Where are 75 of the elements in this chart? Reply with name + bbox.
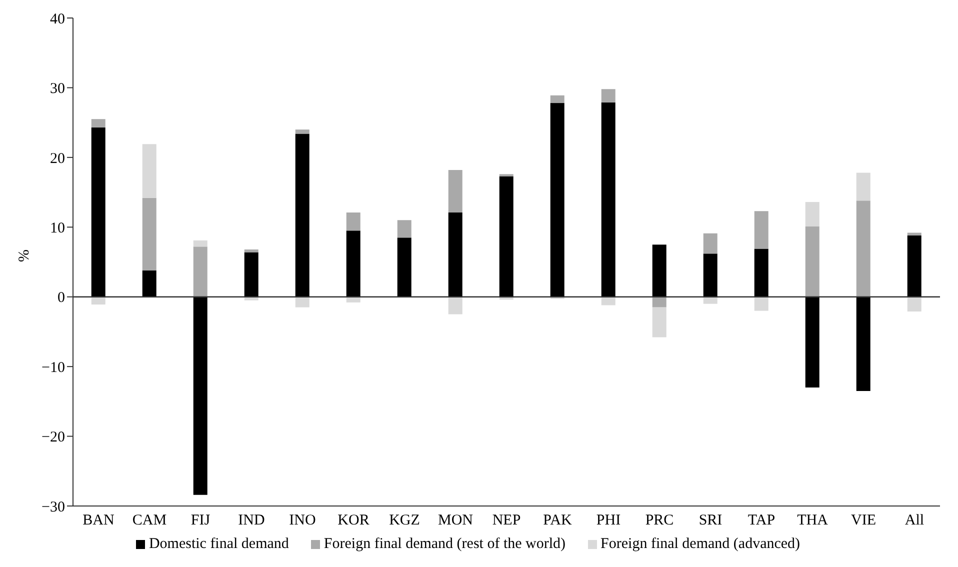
y-tick-label: 40 [50,11,65,28]
bar [448,212,462,297]
bar [91,127,106,297]
bar [703,233,718,254]
bar [499,176,514,297]
bar [601,102,616,297]
bar [550,95,564,104]
bar [601,89,616,102]
bar [346,230,360,297]
bar [754,211,768,249]
bar [142,270,156,297]
bar [193,246,208,297]
y-tick-label: −20 [42,430,65,446]
bar [754,296,768,311]
bar [805,202,820,226]
x-tick-label: SRI [698,512,722,529]
bar [244,249,258,252]
x-tick-label: MON [438,512,474,529]
y-tick-label: −30 [42,499,65,516]
bar [703,296,718,304]
x-tick-label: FIJ [190,512,210,529]
y-axis-title: % [16,250,32,262]
x-tick-label: All [904,512,924,529]
bar [856,296,870,391]
bar [754,248,768,297]
bar [193,240,208,247]
bar [448,296,462,314]
bar [805,226,820,297]
y-tick-label: 0 [58,290,65,306]
bar [601,296,616,306]
bar [295,296,310,308]
legend-label: Domestic final demand [148,536,289,552]
bar [448,170,462,213]
bar [91,119,106,128]
bar [856,172,870,201]
bar [295,130,310,134]
bar [397,220,412,238]
bar [652,296,666,308]
bar [652,244,666,297]
bar [856,200,870,297]
bar [295,134,310,297]
x-tick-label: KGZ [389,512,420,529]
bar [142,144,156,198]
x-tick-label: THA [797,512,828,529]
bar [550,103,564,297]
x-tick-label: PHI [596,512,621,529]
bar [346,296,360,302]
bar [346,212,360,231]
x-tick-label: NEP [492,512,521,529]
legend-label: Foreign final demand (rest of the world) [324,536,566,552]
y-tick-label: 30 [50,81,65,98]
y-tick-label: 10 [50,220,65,236]
bar [907,236,922,297]
bar [703,254,718,297]
bar [907,296,922,312]
bar [397,238,412,297]
x-tick-label: BAN [82,512,114,529]
bar [142,198,156,270]
y-tick-label: 20 [50,150,65,167]
bar [652,307,666,338]
bar [91,296,106,305]
x-tick-label: IND [238,512,265,529]
bar [193,296,208,495]
x-tick-label: INO [289,512,316,529]
x-tick-label: VIE [851,512,876,529]
x-tick-label: PRC [645,512,674,529]
x-tick-label: KOR [338,512,370,529]
bar [907,232,922,236]
x-tick-label: TAP [748,512,776,529]
y-tick-label: −10 [42,360,65,376]
bar [244,252,258,297]
legend-label: Foreign final demand (advanced) [600,536,800,552]
x-tick-label: PAK [543,512,572,529]
bar [805,296,820,388]
x-tick-label: CAM [132,512,167,529]
